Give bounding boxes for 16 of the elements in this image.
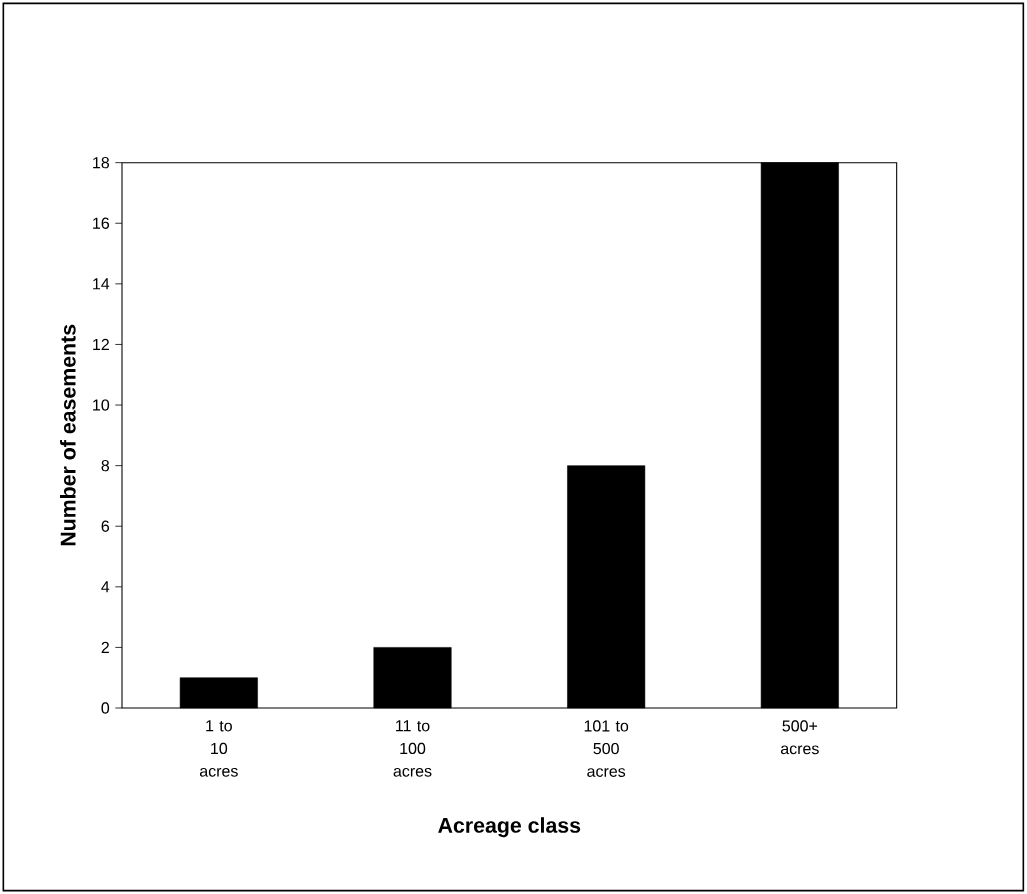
y-axis-title: Number of easements (60, 324, 76, 546)
x-tick-label: 500+ acres (780, 720, 819, 755)
y-tick-label: 2 (101, 641, 109, 653)
y-tick-label: 16 (93, 217, 110, 229)
y-tick-label: 18 (93, 157, 110, 169)
y-tick-label: 10 (93, 399, 110, 411)
y-tick-label: 0 (101, 702, 110, 714)
x-tick-label: 101 to 500 acres (584, 720, 629, 777)
x-axis-title: Acreage class (438, 817, 581, 838)
y-tick-label: 12 (93, 338, 109, 351)
y-tick-label: 6 (101, 520, 110, 532)
y-tick-label: 14 (93, 278, 110, 290)
x-tick-label: 11 to 100 acres (393, 720, 432, 777)
y-tick-label: 4 (101, 581, 110, 593)
x-tick-label: 1 to 10 acres (199, 720, 238, 777)
y-tick-label: 8 (101, 459, 110, 472)
